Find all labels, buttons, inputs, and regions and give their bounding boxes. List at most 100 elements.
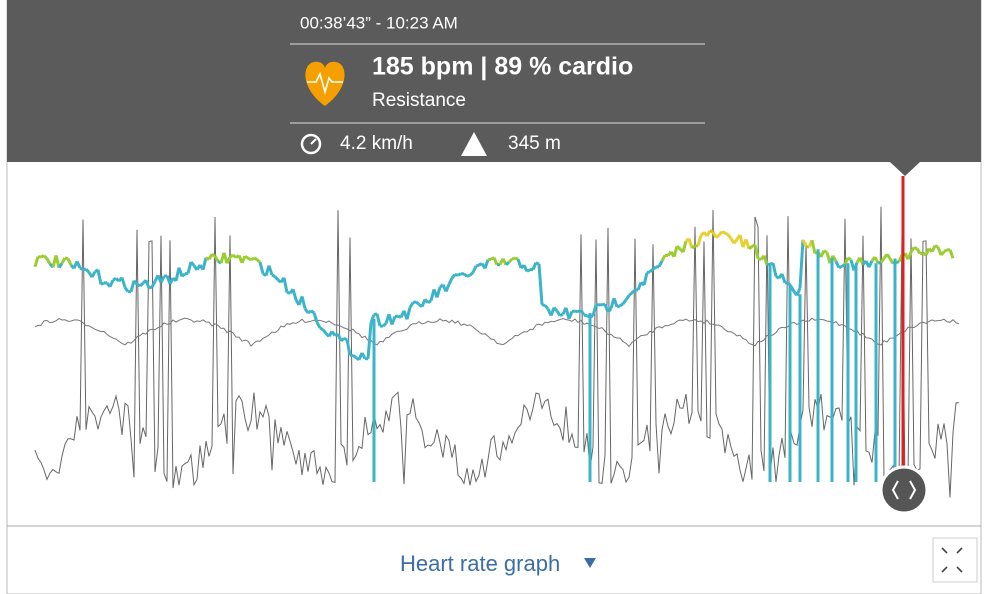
heart-rate-line bbox=[366, 322, 373, 359]
heart-rate-line bbox=[258, 261, 265, 274]
heart-rate-line bbox=[913, 246, 918, 251]
heart-rate-line bbox=[471, 265, 478, 274]
heart-icon bbox=[305, 61, 345, 106]
heart-rate-line bbox=[766, 262, 771, 267]
heart-rate-line bbox=[54, 254, 61, 269]
heart-rate-line bbox=[567, 310, 574, 320]
heart-rate-line bbox=[273, 275, 280, 281]
heart-rate-line bbox=[82, 267, 87, 272]
heart-rate-line bbox=[762, 255, 769, 266]
heart-rate-line bbox=[526, 268, 531, 273]
heart-rate-line bbox=[189, 261, 196, 267]
altitude-label: 345 m bbox=[508, 133, 561, 154]
heart-rate-line bbox=[244, 255, 249, 260]
heart-rate-line bbox=[256, 258, 261, 264]
heart-rate-line bbox=[535, 261, 540, 266]
heart-rate-line bbox=[606, 307, 613, 314]
heart-rate-line bbox=[112, 277, 117, 282]
heart-rate-line bbox=[319, 326, 324, 331]
heart-rate-line bbox=[138, 282, 145, 288]
heart-rate-line bbox=[646, 270, 651, 275]
heart-rate-line bbox=[939, 250, 946, 257]
heart-rate-line bbox=[66, 257, 73, 266]
heart-rate-line bbox=[330, 330, 337, 337]
heart-rate: 185 bpm | 89 % cardio bbox=[372, 53, 633, 81]
heart-rate-line bbox=[543, 304, 550, 310]
heart-rate-line bbox=[84, 268, 91, 274]
heart-rate-line bbox=[780, 273, 787, 284]
footer-title: Heart rate graph bbox=[400, 551, 560, 576]
heart-rate-line bbox=[771, 262, 778, 277]
heart-rate-line bbox=[475, 263, 480, 268]
heart-rate-line bbox=[775, 275, 780, 280]
heart-rate-line bbox=[321, 328, 328, 335]
heart-rate-line bbox=[343, 337, 348, 342]
heart-rate-line bbox=[382, 322, 387, 328]
heart-rate-line bbox=[616, 304, 621, 309]
heart-rate-line bbox=[885, 253, 892, 260]
heart-rate-line bbox=[642, 272, 649, 286]
heart-rate-line bbox=[930, 245, 937, 253]
heart-rate-line bbox=[352, 354, 357, 359]
heart-rate-line bbox=[423, 298, 430, 304]
heart-rate-line bbox=[463, 272, 468, 278]
heart-rate-line bbox=[225, 256, 232, 265]
heart-rate-line bbox=[726, 233, 733, 240]
heart-rate-line bbox=[457, 272, 462, 277]
heart-rate-line bbox=[60, 257, 67, 265]
heart-rate-line bbox=[57, 262, 64, 269]
scrubber-knob[interactable] bbox=[879, 465, 929, 515]
heart-rate-line bbox=[211, 252, 216, 258]
tooltip-panel bbox=[7, 0, 981, 162]
heart-rate-line bbox=[847, 256, 852, 262]
heart-rate-line bbox=[414, 300, 421, 306]
heart-rate-line bbox=[601, 302, 606, 307]
altitude-icon bbox=[461, 132, 487, 156]
heart-rate-line bbox=[201, 257, 208, 271]
heart-rate-line bbox=[744, 238, 751, 250]
heart-rate-line bbox=[132, 279, 139, 286]
heart-rate-line bbox=[717, 230, 724, 237]
dropdown-arrow bbox=[584, 558, 596, 568]
speed-icon bbox=[300, 133, 322, 155]
heart-rate-line bbox=[64, 256, 69, 261]
heart-rate-line bbox=[75, 260, 82, 269]
heart-rate-line bbox=[163, 274, 168, 278]
heart-rate-line bbox=[867, 260, 874, 268]
graph-selector[interactable]: Heart rate graph bbox=[400, 551, 596, 576]
heart-rate-line bbox=[468, 271, 475, 277]
heart-rate-line bbox=[732, 238, 739, 245]
heart-rate-line bbox=[721, 230, 726, 235]
heart-rate-line bbox=[271, 273, 276, 278]
heart-rate-line bbox=[466, 273, 471, 278]
heart-rate-line bbox=[621, 298, 628, 305]
heart-rate-line bbox=[100, 281, 105, 286]
heart-rate-line bbox=[90, 270, 97, 278]
heart-rate-line bbox=[229, 253, 234, 259]
heart-rate-line bbox=[652, 265, 657, 271]
heart-rate-line bbox=[375, 313, 382, 327]
heart-rate-line bbox=[340, 337, 345, 343]
heart-rate-line bbox=[291, 288, 298, 301]
heart-rate-line bbox=[253, 256, 258, 261]
heart-rate-line bbox=[213, 255, 220, 262]
heart-rate-line bbox=[705, 229, 712, 237]
heart-rate-line bbox=[753, 244, 760, 259]
heart-rate-line bbox=[838, 265, 843, 269]
heart-rate-line bbox=[405, 306, 412, 320]
heart-rate-line bbox=[444, 283, 451, 293]
heart-rate-line bbox=[300, 296, 307, 309]
heart-rate-line bbox=[619, 302, 624, 308]
heart-rate-line bbox=[45, 258, 52, 265]
heart-rate-line bbox=[282, 277, 289, 293]
heart-rate-line bbox=[691, 244, 696, 250]
heart-rate-line bbox=[250, 256, 255, 262]
heart-rate-line bbox=[657, 260, 664, 268]
heart-rate-line bbox=[681, 240, 688, 253]
graph bbox=[33, 206, 960, 498]
heart-rate-line bbox=[205, 256, 210, 261]
heart-rate-line bbox=[129, 280, 136, 293]
heart-rate-line bbox=[123, 286, 130, 293]
heart-rate-line bbox=[232, 253, 237, 259]
collapse-button[interactable] bbox=[932, 537, 978, 583]
